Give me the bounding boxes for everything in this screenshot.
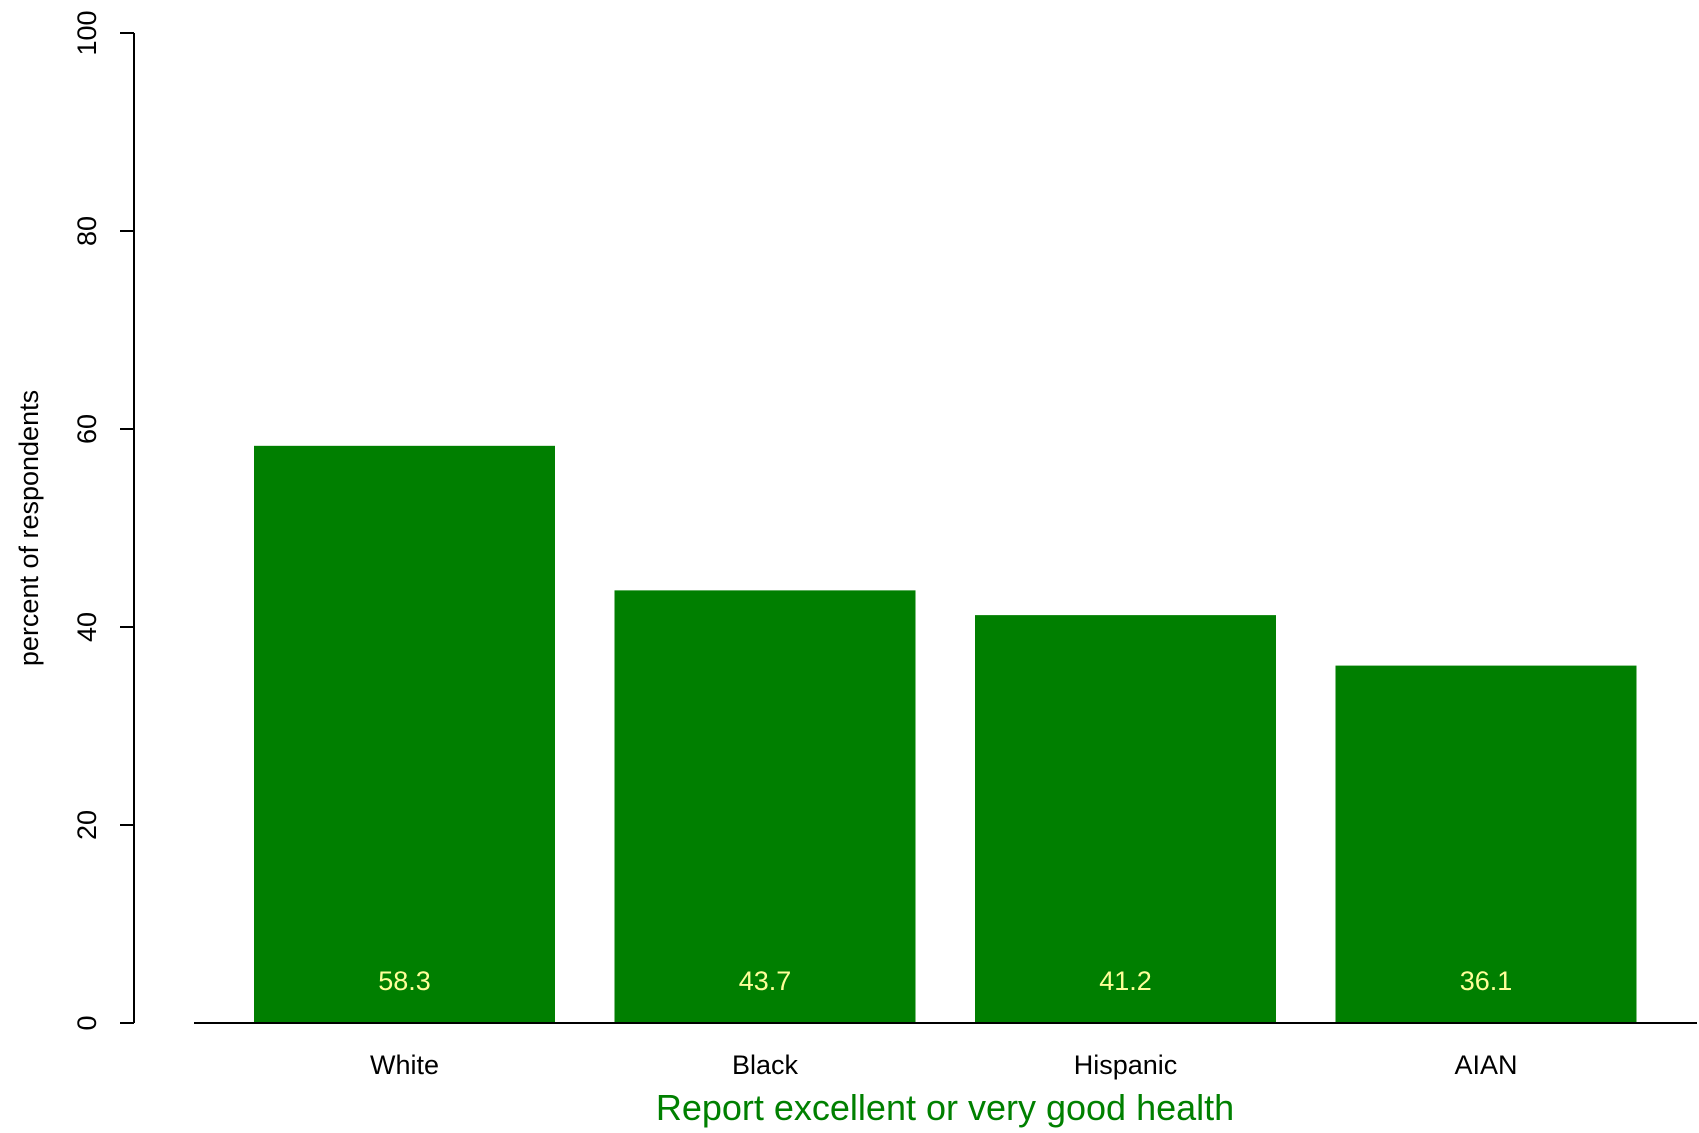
y-tick-label: 60 [72,414,102,444]
y-tick-label: 40 [72,612,102,642]
x-axis-label: Report excellent or very good health [656,1087,1234,1128]
x-tick-label: AIAN [1454,1050,1517,1080]
x-tick-label: Hispanic [1074,1050,1178,1080]
bar-value-label: 43.7 [739,966,792,996]
bar [1335,665,1637,1023]
bar-value-label: 58.3 [378,966,431,996]
bar [614,590,916,1023]
bar-value-label: 41.2 [1099,966,1152,996]
y-axis-label: percent of respondents [14,390,44,666]
y-tick-label: 100 [72,10,102,55]
bar [254,445,555,1024]
value-labels: 58.3 43.7 41.2 36.1 [378,966,1512,996]
x-tick-labels: White Black Hispanic AIAN [370,1050,1518,1080]
x-tick-label: Black [732,1050,799,1080]
y-tick-label: 0 [72,1015,102,1030]
bars [254,445,1637,1024]
bar [975,615,1276,1023]
bar-value-label: 36.1 [1460,966,1513,996]
x-tick-label: White [370,1050,439,1080]
y-tick-label: 80 [72,216,102,246]
y-tick-label: 20 [72,810,102,840]
y-axis: 0 20 40 60 80 100 [72,10,135,1031]
